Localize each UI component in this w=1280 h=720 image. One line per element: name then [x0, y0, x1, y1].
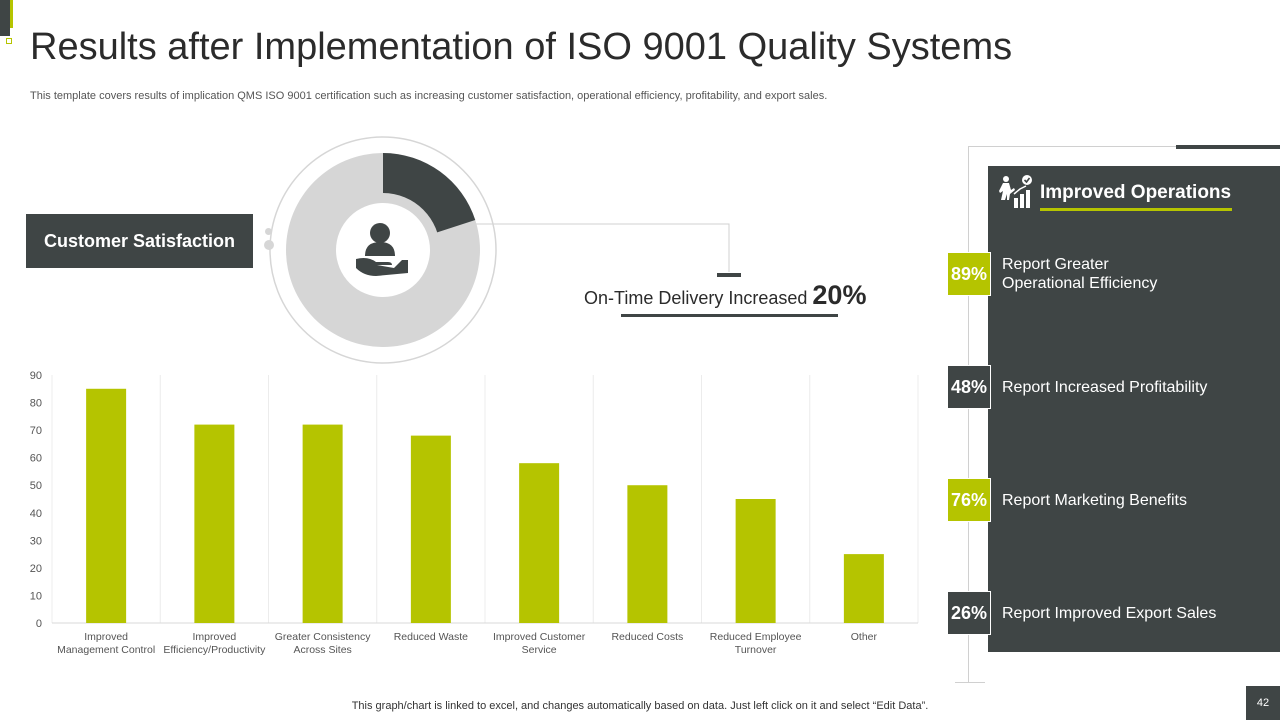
bar: [843, 554, 884, 623]
stat-description-line: Report Increased Profitability: [1002, 378, 1208, 396]
on-time-delivery-label: On-Time Delivery Increased: [584, 288, 813, 308]
x-tick-label: Greater Consistency Across Sites: [275, 631, 371, 656]
improved-operations-title: Improved Operations: [1040, 182, 1232, 203]
connector-dot: [264, 240, 274, 250]
y-tick-label: 50: [30, 480, 42, 492]
stat-description: Report Greater Operational Efficiency: [1002, 255, 1157, 293]
improved-operations-underline: [1040, 208, 1232, 211]
corner-bar: [0, 0, 10, 36]
bar: [86, 388, 127, 623]
results-bar-chart: 0 10 20 30 40 50 60 70 80 90 Improved Management Co…: [30, 370, 919, 656]
connector-dot-small: [265, 228, 272, 235]
panel-frame-accent: [1176, 145, 1280, 149]
panel-frame-top: [968, 146, 1178, 147]
corner-accent: [10, 0, 13, 28]
stat-description-line: Report Greater: [1002, 256, 1109, 273]
on-time-delivery-text: On-Time Delivery Increased 20%: [584, 280, 866, 311]
stat-description-line: Report Marketing Benefits: [1002, 491, 1187, 509]
x-tick-label: Reduced Costs: [611, 631, 683, 643]
page-subtitle: This template covers results of implicat…: [30, 90, 828, 102]
improved-operations-panel: [988, 166, 1280, 652]
y-tick-label: 40: [30, 508, 42, 520]
y-tick-label: 70: [30, 425, 42, 437]
page-number: 42: [1246, 686, 1280, 720]
bar: [194, 424, 235, 623]
bar: [627, 485, 668, 623]
stat-value-badge: 89%: [947, 252, 991, 296]
stat-description: Report Improved Export Sales: [1002, 604, 1216, 623]
bar: [519, 463, 560, 623]
on-time-delivery-value: 20%: [812, 280, 867, 310]
bar: [735, 499, 776, 623]
chart-footnote: This graph/chart is linked to excel, and…: [351, 700, 929, 712]
y-tick-label: 80: [30, 398, 42, 410]
stat-description-line: Operational Efficiency: [1002, 275, 1158, 292]
panel-frame-bottom: [955, 682, 985, 683]
panel-frame-left: [968, 146, 969, 682]
y-tick-label: 0: [36, 618, 42, 630]
on-time-delivery-underline: [621, 314, 838, 317]
x-tick-label: Reduced Employee Turnover: [710, 631, 802, 656]
x-tick-label: Improved Efficiency/Productivity: [163, 631, 266, 656]
y-tick-label: 90: [30, 370, 42, 382]
stat-description: Report Marketing Benefits: [1002, 491, 1187, 510]
stat-description: Report Increased Profitability: [1002, 378, 1207, 397]
customer-satisfaction-donut: [269, 136, 497, 364]
x-tick-label: Reduced Waste: [394, 631, 468, 643]
y-tick-label: 20: [30, 563, 42, 575]
stat-value-badge: 48%: [947, 365, 991, 409]
x-tick-label: Other: [851, 631, 878, 643]
customer-satisfaction-label: Customer Satisfaction: [26, 214, 253, 268]
y-tick-label: 30: [30, 535, 42, 547]
stat-description-line: Report Improved Export Sales: [1002, 604, 1217, 622]
y-tick-label: 10: [30, 590, 42, 602]
stat-value-badge: 76%: [947, 478, 991, 522]
corner-square: [6, 38, 12, 44]
growth-person-icon: [999, 175, 1032, 208]
customer-hand-icon: [356, 223, 408, 276]
bar: [302, 424, 343, 623]
x-tick-label: Improved Customer Service: [493, 631, 586, 656]
x-tick-label: Improved Management Control: [57, 631, 155, 656]
stat-value-badge: 26%: [947, 591, 991, 635]
y-tick-label: 60: [30, 453, 42, 465]
donut-outer-ring: [269, 136, 497, 364]
page-title: Results after Implementation of ISO 9001…: [30, 26, 1013, 68]
bar: [410, 435, 451, 623]
